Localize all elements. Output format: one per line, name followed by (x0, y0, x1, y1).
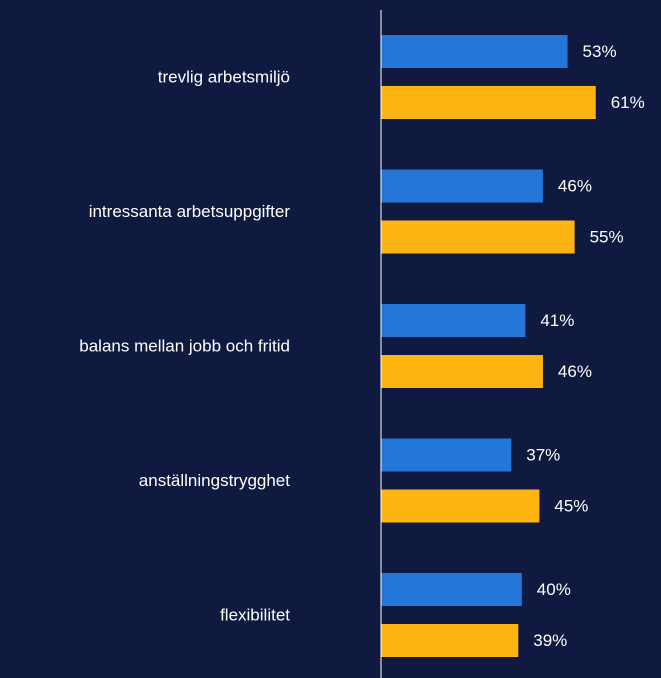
value-label: 39% (533, 631, 567, 650)
value-label: 46% (558, 176, 592, 195)
value-label: 55% (590, 227, 624, 246)
bar (381, 355, 543, 388)
value-label: 41% (540, 311, 574, 330)
value-label: 37% (526, 445, 560, 464)
bar (381, 304, 526, 337)
bar (381, 573, 522, 606)
value-label: 53% (583, 42, 617, 61)
value-label: 61% (611, 93, 645, 112)
bar (381, 86, 596, 119)
bar (381, 35, 568, 68)
category-label: balans mellan jobb och fritid (79, 336, 290, 355)
value-label: 40% (537, 580, 571, 599)
bar (381, 624, 519, 657)
value-label: 45% (554, 496, 588, 515)
category-label: intressanta arbetsuppgifter (89, 202, 291, 221)
bar (381, 489, 540, 523)
category-label: flexibilitet (220, 605, 290, 624)
bar (381, 438, 512, 472)
bar (381, 169, 543, 203)
value-label: 46% (558, 362, 592, 381)
category-label: anställningstrygghet (139, 471, 290, 490)
category-label: trevlig arbetsmiljö (158, 67, 290, 86)
bar (381, 220, 575, 254)
